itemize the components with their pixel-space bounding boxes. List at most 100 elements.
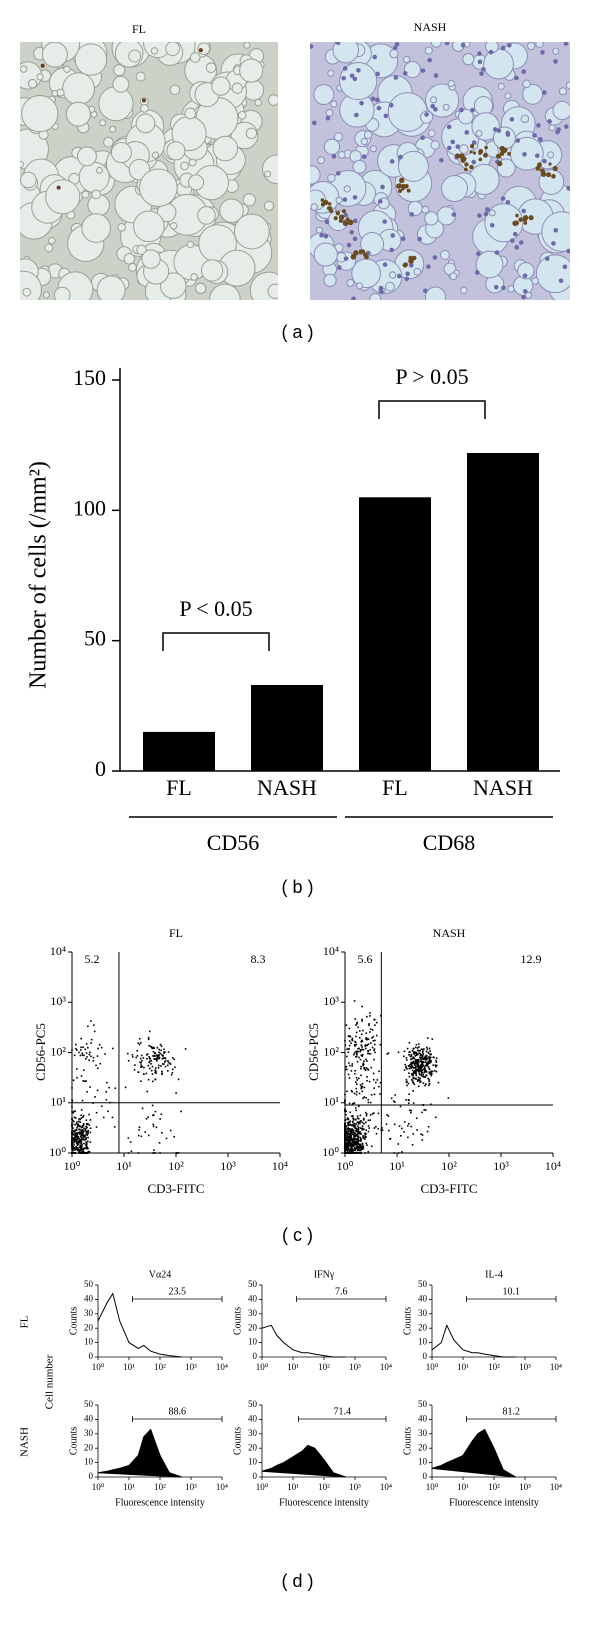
event-dot [347,1121,349,1124]
event-dot [373,1018,375,1021]
event-dot [408,1075,411,1078]
x-tick-label: NASH [473,775,533,800]
event-dot [350,1143,352,1145]
event-dot [74,1132,77,1135]
event-dot [349,1139,351,1142]
event-dot [363,1067,366,1070]
event-dot [357,1142,360,1145]
event-dot [358,1047,360,1050]
pigment [353,250,359,256]
y-tick-label: 10⁴ [50,944,66,958]
event-dot [427,1061,430,1064]
quadrant-value: 12.9 [521,952,542,966]
nucleus [522,152,527,157]
event-dot [96,1089,99,1092]
event-dot [348,1135,350,1138]
event-dot [76,1125,79,1128]
event-dot [348,1152,351,1154]
event-dot [71,1122,73,1124]
vacuole [310,203,319,211]
event-dot [362,1064,364,1067]
event-dot [375,1132,378,1135]
event-dot [82,1069,85,1071]
x-tick-label: 10¹ [389,1159,405,1173]
event-dot [167,1060,169,1062]
event-dot [351,1037,354,1040]
event-dot [71,1110,73,1113]
significance-bracket [378,400,486,419]
event-dot [434,1064,437,1066]
event-dot [364,1069,367,1072]
event-dot [71,1132,73,1134]
event-dot [145,1054,148,1056]
vacuole [524,291,532,299]
event-dot [425,1064,427,1067]
event-dot [96,1055,99,1057]
event-dot [72,1129,74,1132]
event-dot [77,1140,79,1143]
event-dot [350,1149,353,1151]
event-dot [71,1099,73,1101]
event-dot [387,1052,390,1054]
event-dot [81,1145,83,1147]
vacuole [535,42,544,49]
event-dot [157,1057,159,1060]
nucleus [509,238,515,243]
event-dot [417,1059,420,1061]
event-dot [71,1144,73,1147]
event-dot [85,1141,87,1143]
event-dot [350,1147,352,1150]
nucleus [532,133,537,138]
vacuole [403,55,411,64]
event-dot [361,1040,364,1043]
event-dot [149,1067,151,1070]
nucleus [542,158,547,164]
event-dot [352,1119,355,1121]
event-dot [350,1115,353,1118]
event-dot [127,1152,130,1154]
event-dot [348,1121,351,1124]
nucleus [389,159,395,164]
event-dot [100,1105,103,1108]
event-dot [78,1146,81,1149]
event-dot [421,1064,424,1067]
event-dot [71,1049,73,1051]
event-dot [407,1082,410,1085]
event-dot [361,1129,363,1131]
event-dot [152,1123,155,1126]
event-dot [349,1144,352,1147]
event-dot [345,1143,348,1146]
event-dot [86,1122,88,1125]
event-dot [423,1068,426,1071]
event-dot [158,1056,161,1059]
event-dot [411,1066,414,1069]
event-dot [150,1062,152,1065]
event-dot [419,1077,421,1080]
nucleus [341,75,347,81]
event-dot [371,1046,374,1049]
event-dot [76,1144,79,1146]
nucleus [325,115,331,121]
event-dot [89,1127,92,1130]
event-dot [360,1148,362,1151]
event-dot [86,1126,88,1129]
event-dot [399,1105,402,1108]
event-dot [428,1084,430,1087]
event-dot [418,1072,420,1074]
event-dot [359,1143,362,1146]
event-dot [417,1059,420,1062]
event-dot [349,1132,352,1135]
event-dot [418,1067,421,1069]
vacuole [41,42,68,68]
histogram [431,1323,516,1358]
vacuole [113,64,126,77]
pigment [514,220,520,226]
event-dot [84,1138,86,1141]
event-dot [353,1052,356,1054]
event-dot [358,1120,361,1123]
event-dot [363,1118,365,1121]
event-dot [180,1110,182,1113]
event-dot [362,1063,365,1066]
event-dot [407,1065,410,1067]
event-dot [421,1058,423,1060]
